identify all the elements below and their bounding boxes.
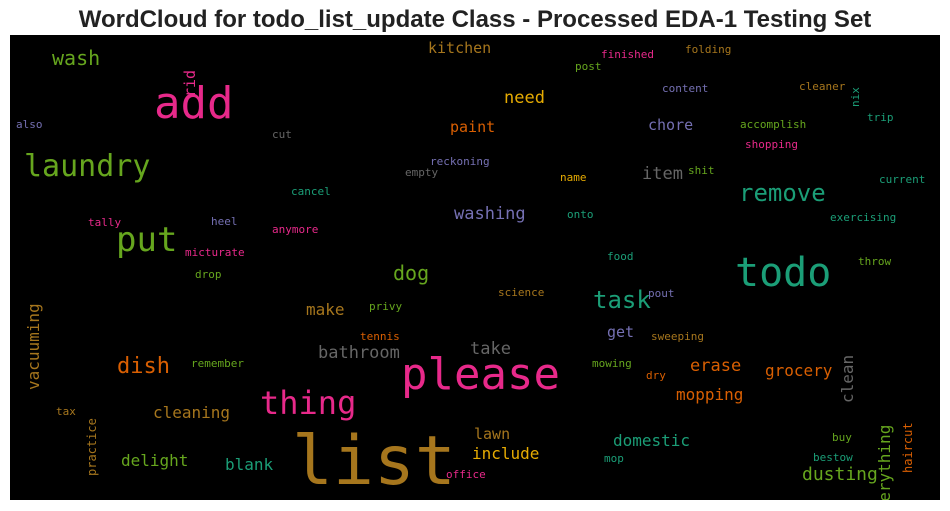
word-science: science	[498, 286, 545, 299]
word-sweeping: sweeping	[651, 330, 704, 343]
word-tennis: tennis	[360, 330, 400, 343]
word-make: make	[306, 300, 345, 319]
word-name: name	[560, 171, 587, 184]
word-privy: privy	[369, 300, 403, 313]
word-todo: todo	[735, 250, 832, 296]
word-drop: drop	[195, 268, 222, 281]
word-onto: onto	[567, 208, 594, 221]
word-throw: throw	[858, 255, 892, 268]
word-erase: erase	[690, 356, 742, 376]
word-domestic: domestic	[613, 431, 691, 450]
word-list: list	[292, 422, 456, 500]
word-buy: buy	[832, 431, 852, 444]
word-take: take	[470, 339, 511, 359]
word-reckoning: reckoning	[430, 155, 490, 168]
word-post: post	[575, 60, 602, 73]
word-lawn: lawn	[474, 425, 511, 443]
word-pout: pout	[648, 287, 675, 300]
word-include: include	[472, 444, 540, 463]
word-laundry: laundry	[24, 149, 151, 184]
word-need: need	[504, 88, 545, 108]
word-vacuuming: vacuuming	[24, 302, 43, 390]
word-get: get	[607, 323, 635, 341]
word-paint: paint	[450, 118, 496, 136]
word-washing: washing	[454, 204, 526, 224]
word-rid: rid	[181, 69, 199, 98]
word-grocery: grocery	[765, 361, 833, 380]
word-clean: clean	[838, 354, 857, 404]
word-folding: folding	[685, 43, 732, 56]
word-please: please	[401, 349, 560, 400]
word-nix: nix	[849, 86, 862, 107]
word-finished: finished	[601, 48, 654, 61]
word-cut: cut	[272, 128, 292, 141]
word-blank: blank	[225, 455, 274, 474]
word-trip: trip	[867, 111, 894, 124]
word-cancel: cancel	[291, 185, 331, 198]
word-accomplish: accomplish	[740, 118, 807, 131]
word-also: also	[16, 118, 43, 131]
wordcloud-canvas: list please add todo put laundry thing remove ta…	[10, 35, 940, 500]
word-mop: mop	[604, 452, 624, 465]
word-mowing: mowing	[592, 357, 632, 370]
word-shopping: shopping	[745, 138, 798, 151]
word-bathroom: bathroom	[318, 343, 400, 363]
word-exercising: exercising	[830, 211, 897, 224]
word-mopping: mopping	[676, 385, 744, 404]
word-item: item	[642, 164, 683, 184]
word-chore: chore	[648, 116, 694, 134]
word-office: office	[446, 468, 486, 481]
word-put: put	[116, 220, 178, 260]
word-shit: shit	[688, 164, 715, 177]
word-tax: tax	[56, 405, 76, 418]
word-dry: dry	[646, 369, 666, 382]
word-delight: delight	[121, 451, 189, 470]
word-dog: dog	[393, 261, 430, 285]
word-cleaning: cleaning	[153, 403, 231, 422]
word-remove: remove	[739, 179, 826, 207]
word-content: content	[662, 82, 709, 95]
word-remember: remember	[191, 357, 244, 370]
word-heel: heel	[211, 215, 238, 228]
word-task: task	[593, 286, 651, 314]
word-bestow: bestow	[813, 451, 853, 464]
chart-title: WordCloud for todo_list_update Class - P…	[78, 6, 872, 33]
word-practice: practice	[85, 417, 99, 476]
word-everything: everything	[875, 424, 894, 500]
word-dish: dish	[117, 354, 170, 379]
word-tally: tally	[88, 216, 122, 229]
word-kitchen: kitchen	[428, 39, 492, 57]
word-thing: thing	[260, 384, 357, 422]
word-wash: wash	[52, 46, 101, 70]
word-anymore: anymore	[272, 223, 319, 236]
word-haircut: haircut	[901, 421, 915, 473]
word-current: current	[879, 173, 926, 186]
word-food: food	[607, 250, 634, 263]
word-cleaner: cleaner	[799, 80, 846, 93]
word-micturate: micturate	[185, 246, 245, 259]
word-empty: empty	[405, 166, 439, 179]
word-add: add	[154, 78, 234, 129]
word-dusting: dusting	[802, 464, 878, 485]
